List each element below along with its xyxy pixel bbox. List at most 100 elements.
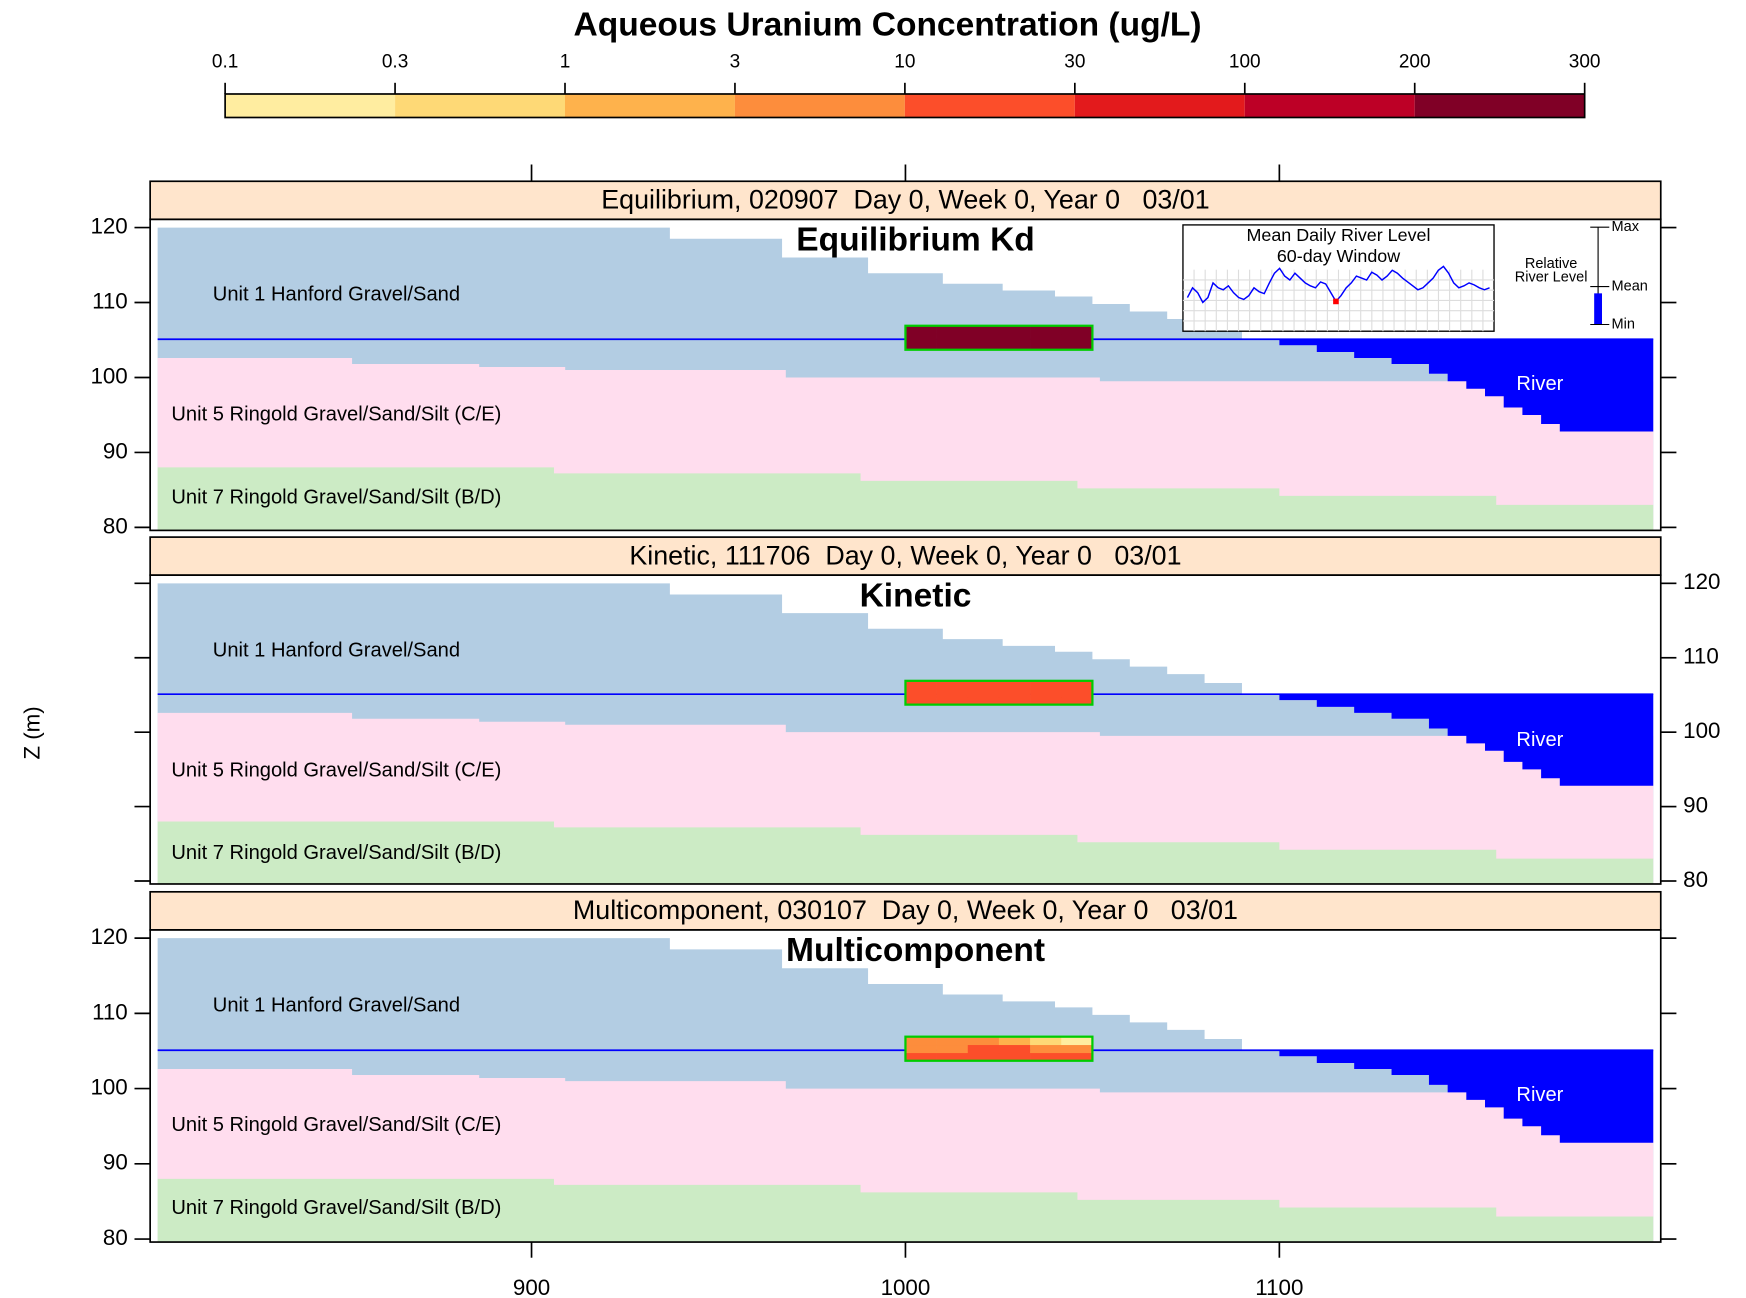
source-cell: [999, 681, 1030, 689]
source-cell: [999, 1037, 1030, 1045]
panel: Kinetic, 111706 Day 0, Week 0, Year 0 03…: [134, 537, 1720, 892]
y-tick-label: 80: [103, 513, 128, 538]
strip-label: Equilibrium, 020907 Day 0, Week 0, Year …: [601, 185, 1209, 215]
source-cell: [999, 334, 1030, 342]
source-cell: [1061, 326, 1092, 334]
source-cell: [968, 334, 999, 342]
source-cell: [968, 1045, 999, 1053]
source-cell: [1030, 326, 1061, 334]
source-cell: [937, 681, 968, 689]
unit-label: Unit 5 Ringold Gravel/Sand/Silt (C/E): [171, 1114, 501, 1136]
colorbar-tick-label: 3: [730, 52, 741, 73]
unit-label: Unit 7 Ringold Gravel/Sand/Silt (B/D): [171, 486, 501, 508]
colorbar-bin: [1075, 94, 1245, 117]
source-cell: [1030, 334, 1061, 342]
colorbar-tick-label: 10: [894, 52, 915, 73]
page: Aqueous Uranium Concentration (ug/L) Z (…: [0, 0, 1746, 1298]
source-cell: [999, 689, 1030, 697]
x-tick-label: 900: [513, 1275, 550, 1298]
source-cell: [999, 1045, 1030, 1053]
source-cell: [1061, 1045, 1092, 1053]
source-cell: [1061, 689, 1092, 697]
y-tick-label: 110: [92, 288, 128, 313]
colorbar-bin: [1245, 94, 1415, 117]
source-cell: [1030, 689, 1061, 697]
strip-label: Kinetic, 111706 Day 0, Week 0, Year 0 03…: [629, 540, 1181, 570]
panel: Equilibrium, 020907 Day 0, Week 0, Year …: [90, 181, 1676, 538]
source-cell: [937, 1045, 968, 1053]
colorbar-title: Aqueous Uranium Concentration (ug/L): [574, 7, 1202, 44]
source-cell: [905, 334, 936, 342]
colorbar-tick-label: 0.1: [212, 52, 238, 73]
panel: Multicomponent, 030107 Day 0, Week 0, Ye…: [90, 892, 1676, 1250]
unit-label: Unit 7 Ringold Gravel/Sand/Silt (B/D): [171, 842, 501, 864]
source-cell: [1030, 681, 1061, 689]
unit-label: Unit 5 Ringold Gravel/Sand/Silt (C/E): [171, 759, 501, 781]
source-cell: [968, 689, 999, 697]
y-tick-label: 110: [92, 999, 128, 1024]
unit-label: Unit 5 Ringold Gravel/Sand/Silt (C/E): [171, 403, 501, 425]
colorbar-tick-label: 300: [1569, 52, 1601, 73]
y-tick-label: 90: [1683, 792, 1708, 817]
source-cell: [905, 1037, 936, 1045]
inset-title: Mean Daily River Level: [1247, 225, 1431, 245]
source-cell: [937, 334, 968, 342]
source-cell: [905, 1045, 936, 1053]
colorbar-bin: [735, 94, 905, 117]
unit-label: Unit 1 Hanford Gravel/Sand: [213, 640, 460, 662]
y-tick-label: 120: [1683, 569, 1720, 594]
source-cell: [937, 689, 968, 697]
source-cell: [1030, 1045, 1061, 1053]
source-cell: [968, 681, 999, 689]
y-tick-label: 90: [103, 438, 128, 463]
source-cell: [905, 689, 936, 697]
colorbar-tick-label: 0.3: [382, 52, 408, 73]
colorbar-bin: [225, 94, 395, 117]
colorbar-bin: [565, 94, 735, 117]
river-label: River: [1516, 729, 1563, 751]
unit-label: Unit 1 Hanford Gravel/Sand: [213, 994, 460, 1016]
strip-label: Multicomponent, 030107 Day 0, Week 0, Ye…: [573, 895, 1238, 925]
y-tick-label: 120: [90, 213, 127, 238]
unit-label: Unit 1 Hanford Gravel/Sand: [213, 284, 460, 306]
source-cell: [968, 326, 999, 334]
source-cell: [1061, 334, 1092, 342]
y-tick-label: 100: [90, 363, 127, 388]
source-cell: [1061, 681, 1092, 689]
source-cell: [905, 326, 936, 334]
gauge-tick-label: Mean: [1612, 278, 1648, 294]
gauge-title: River Level: [1515, 269, 1588, 285]
y-tick-label: 80: [103, 1225, 128, 1250]
y-axis-label: Z (m): [20, 706, 45, 759]
y-tick-label: 120: [90, 924, 127, 949]
gauge-tick-label: Max: [1612, 219, 1640, 235]
source-cell: [999, 326, 1030, 334]
panel-title: Equilibrium Kd: [796, 222, 1035, 259]
inset-subtitle: 60-day Window: [1277, 246, 1400, 266]
source-cell: [1061, 1037, 1092, 1045]
source-cell: [968, 1037, 999, 1045]
y-tick-label: 110: [1683, 644, 1719, 669]
river-label: River: [1516, 373, 1563, 395]
y-tick-label: 100: [1683, 718, 1720, 743]
source-cell: [905, 681, 936, 689]
unit-label: Unit 7 Ringold Gravel/Sand/Silt (B/D): [171, 1197, 501, 1219]
figure: Aqueous Uranium Concentration (ug/L) Z (…: [0, 0, 1746, 1298]
colorbar-bin: [1415, 94, 1585, 117]
river-label: River: [1516, 1084, 1563, 1106]
y-tick-label: 100: [90, 1074, 127, 1099]
y-tick-label: 80: [1683, 867, 1708, 892]
colorbar-tick-label: 1: [560, 52, 571, 73]
y-tick-label: 90: [103, 1150, 128, 1175]
colorbar-tick-label: 200: [1399, 52, 1431, 73]
inset-current: [1333, 299, 1339, 305]
gauge-tick-label: Min: [1612, 316, 1635, 332]
x-tick-label: 1000: [881, 1275, 931, 1298]
colorbar-bin: [395, 94, 565, 117]
x-tick-label: 1100: [1255, 1275, 1303, 1298]
colorbar-tick-label: 100: [1229, 52, 1261, 73]
source-cell: [1030, 1037, 1061, 1045]
source-cell: [937, 326, 968, 334]
panel-title: Kinetic: [860, 577, 972, 614]
source-cell: [937, 1037, 968, 1045]
